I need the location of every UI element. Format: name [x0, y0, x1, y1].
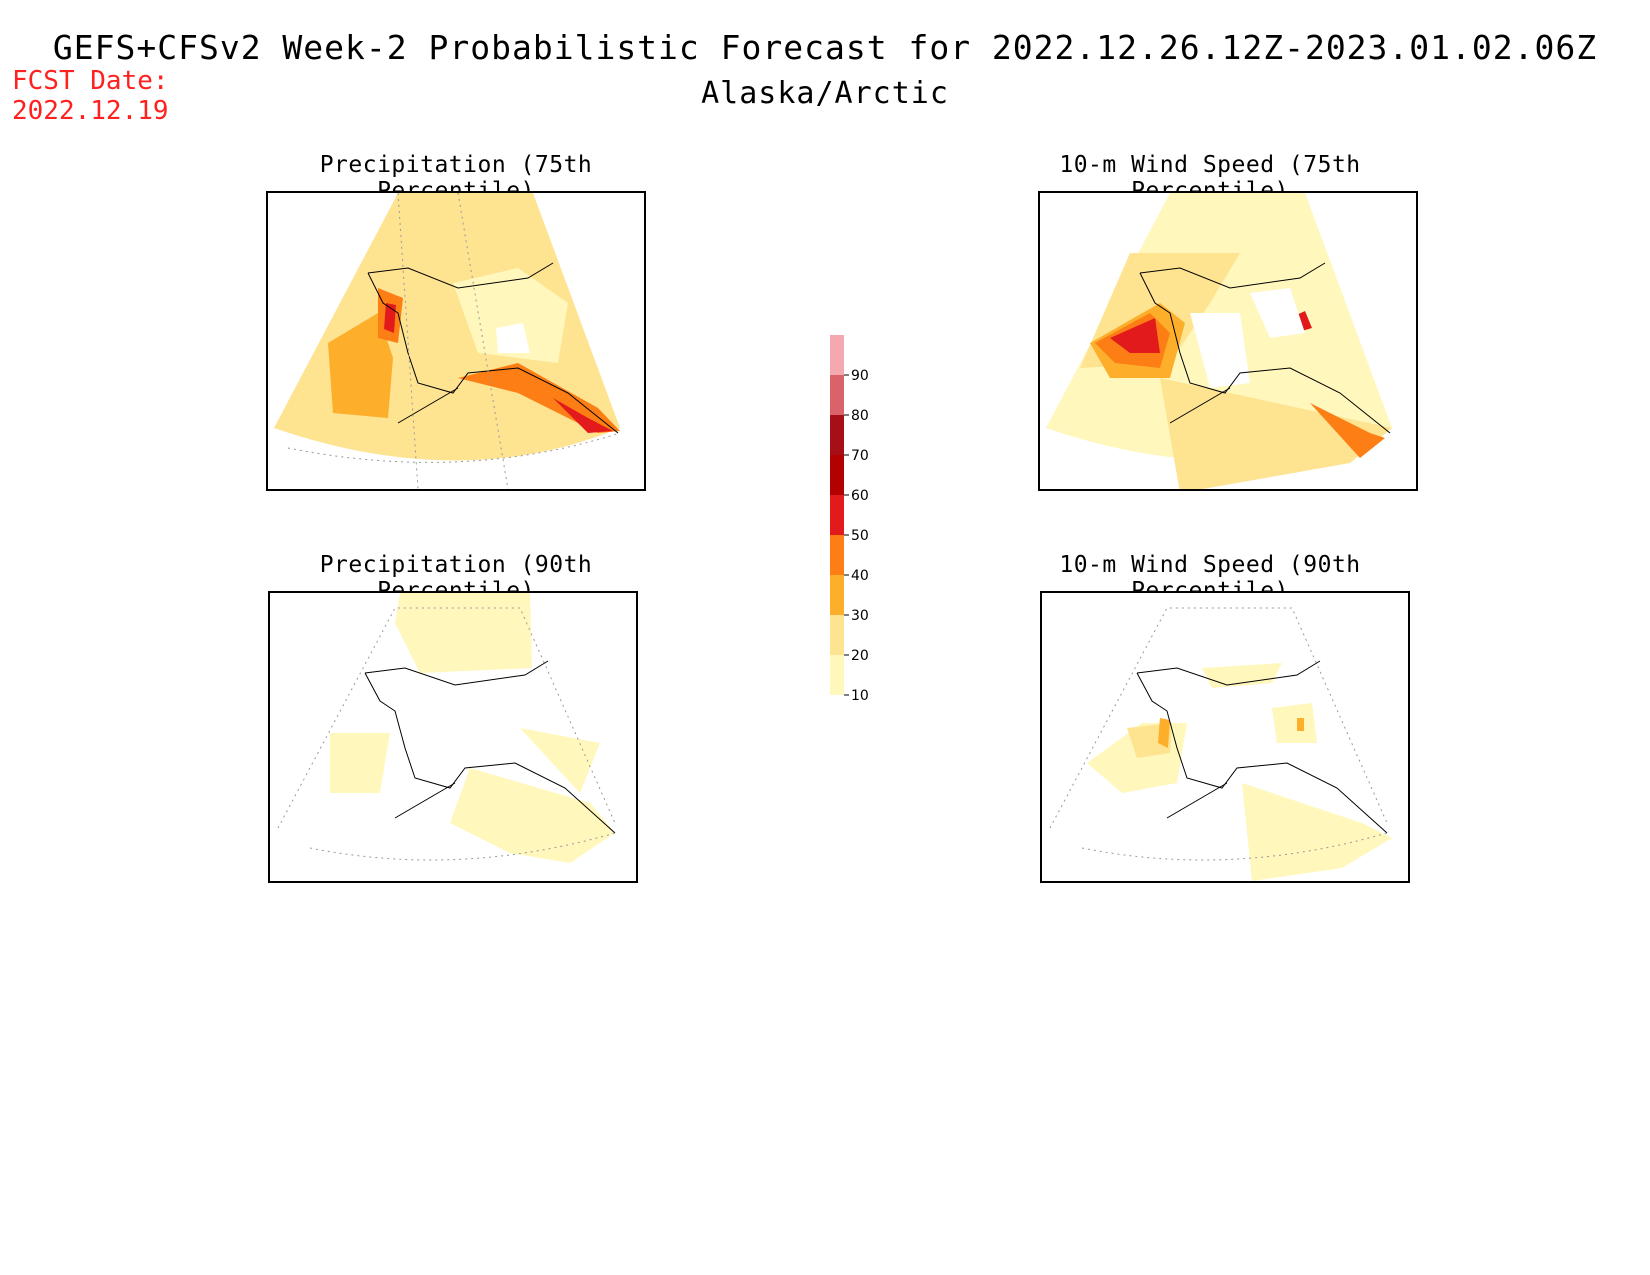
coastline [364, 660, 616, 834]
region-subtitle: Alaska/Arctic [701, 76, 949, 111]
colorbar-label: 80 [851, 408, 869, 424]
graticule [287, 193, 621, 489]
colorbar-label: 40 [851, 568, 869, 584]
colorbar-segment [830, 335, 844, 375]
colorbar-label: 30 [851, 608, 869, 624]
map-precip-75 [266, 191, 646, 491]
coastline [1139, 262, 1391, 434]
map-sector-area [330, 593, 615, 863]
colorbar-segment [830, 415, 844, 455]
colorbar-segment [830, 535, 844, 575]
colorbar-segment [830, 375, 844, 415]
colorbar-label: 90 [851, 368, 869, 384]
forecast-date-label: FCST Date: [12, 66, 169, 96]
coastline [1136, 660, 1388, 834]
colorbar-segment [830, 575, 844, 615]
forecast-date: FCST Date: 2022.12.19 [12, 66, 169, 126]
colorbar-label: 10 [851, 688, 869, 704]
map-sector-area [1087, 663, 1392, 881]
colorbar-label: 20 [851, 648, 869, 664]
map-sector-area [1046, 193, 1392, 489]
main-title: GEFS+CFSv2 Week-2 Probabilistic Forecast… [52, 28, 1598, 67]
map-wind-90 [1040, 591, 1410, 883]
forecast-date-value: 2022.12.19 [12, 96, 169, 126]
colorbar-label: 50 [851, 528, 869, 544]
colorbar-label: 60 [851, 488, 869, 504]
map-precip-90 [268, 591, 638, 883]
map-wind-75 [1038, 191, 1418, 491]
colorbar-segment [830, 655, 844, 695]
map-sector-area [274, 193, 620, 461]
colorbar-segment [830, 455, 844, 495]
colorbar: 10 20 30 40 50 60 70 80 90 [820, 295, 900, 735]
colorbar-label: 70 [851, 448, 869, 464]
colorbar-segment [830, 495, 844, 535]
coastline [367, 262, 619, 434]
colorbar-segment [830, 615, 844, 655]
